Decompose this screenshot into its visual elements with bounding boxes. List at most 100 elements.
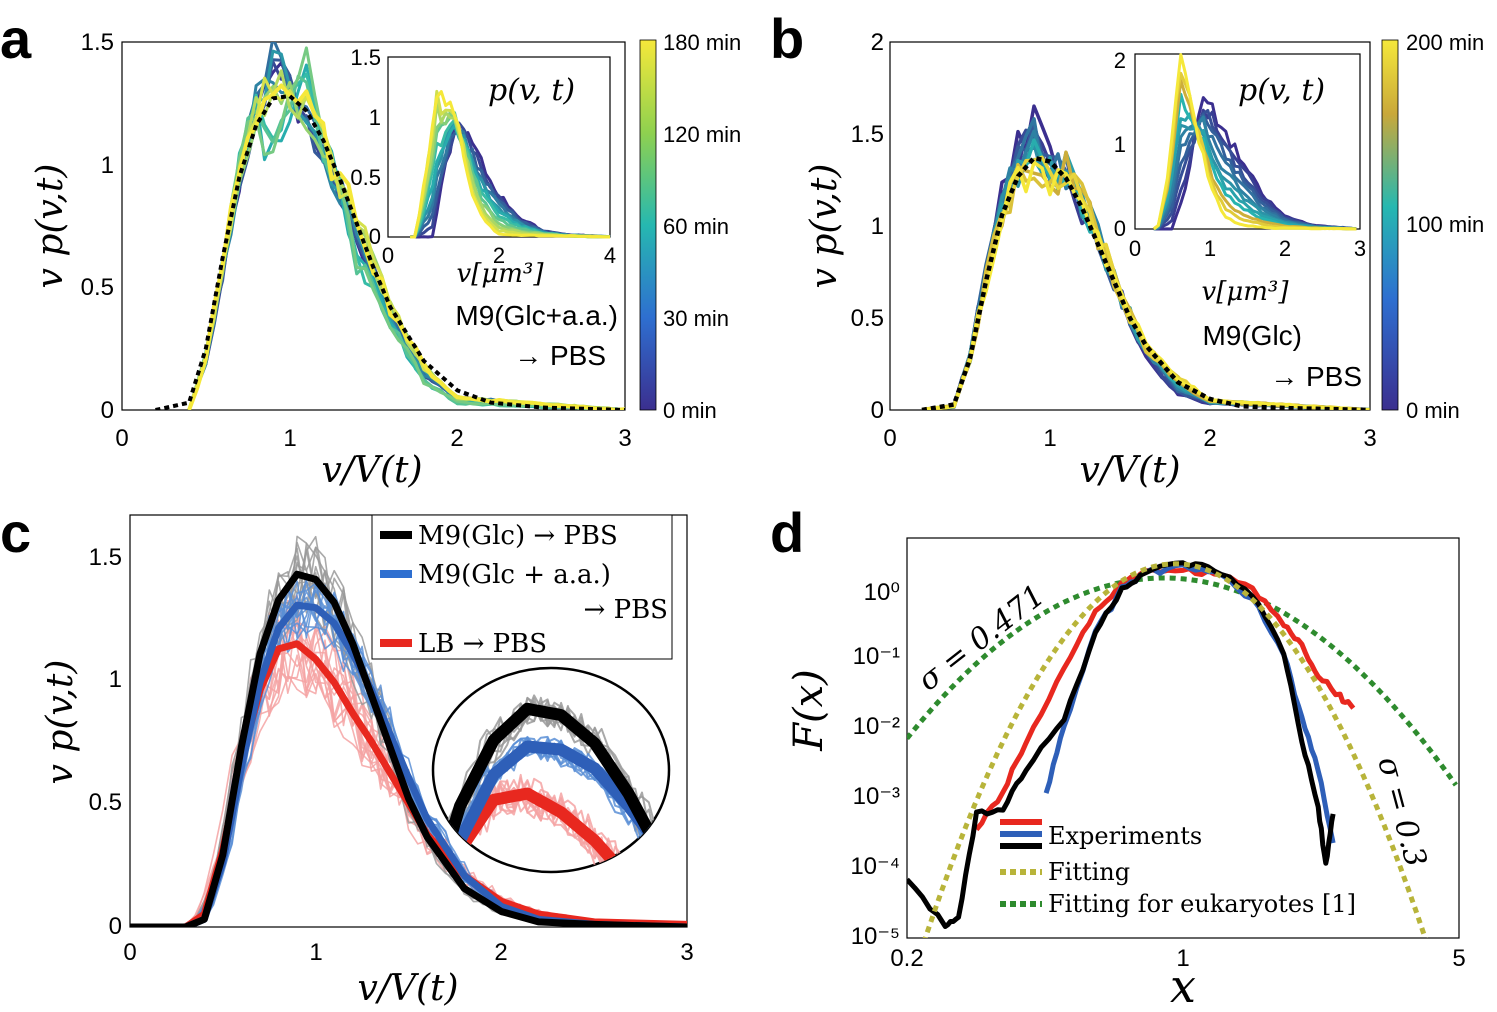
panel-d-ylabel: F(x) [786, 669, 832, 752]
panel-b-frame [889, 41, 1371, 411]
panel-b-ytick: 0 [871, 397, 884, 424]
panel-a-yticks: 0 0.5 1 1.5 [81, 29, 114, 424]
panel-d-ytick: 10⁻³ [853, 783, 900, 810]
panel-b-xtick: 0 [883, 425, 896, 452]
panel-a-inset-ytick: 1 [369, 105, 381, 130]
panel-d-xtick: 1 [1176, 945, 1189, 972]
panel-d-ytick: 10⁻⁵ [851, 923, 900, 950]
panel-b-yticks: 0 0.5 1 1.5 2 [851, 29, 884, 424]
panel-d-ytick: 10⁻⁴ [850, 853, 900, 880]
panel-d-xticks: 0.2 1 5 [890, 945, 1465, 972]
panel-d-xlabel: x [1170, 959, 1196, 1012]
panel-c-ytick: 0 [109, 913, 122, 940]
panel-a-colorbar [639, 39, 657, 411]
panel-a-ylabel: v p(v,t) [30, 164, 71, 289]
panel-b-inset-label: p(v, t) [1238, 73, 1325, 108]
panel-c-series [130, 535, 687, 927]
panel-a-xlabel: v/V(t) [321, 450, 422, 491]
panel-c-zoom-m9glc-mean [433, 702, 669, 872]
panel-a-ytick: 1.5 [81, 29, 114, 56]
panel-b-colorbar-tick: 200 min [1406, 30, 1484, 55]
panel-b-colorbar [1381, 39, 1399, 411]
panel-b-xlabel: v/V(t) [1079, 450, 1180, 491]
panel-b-inset-series [1152, 53, 1357, 231]
panel-a-xtick: 1 [283, 425, 296, 452]
panel-b-series [921, 104, 1370, 410]
panel-d: 0.2 1 5 10⁻⁵ 10⁻⁴ 10⁻³ 10⁻² 10⁻¹ 10⁰ x F… [786, 537, 1466, 1012]
panel-a-inset-ytick: 1.5 [350, 45, 381, 70]
panel-b-xtick: 2 [1203, 425, 1216, 452]
panel-d-ytick: 10⁻² [853, 713, 900, 740]
panel-b-xtick: 1 [1043, 425, 1056, 452]
panel-c-ytick: 1 [109, 666, 122, 693]
panel-b-inset-line-11 [1152, 53, 1357, 231]
legend-d-eukaryotes: Fitting for eukaryotes [1] [1048, 890, 1356, 918]
panel-a-inset-label: p(v, t) [488, 73, 575, 108]
panel-c-xtick: 0 [123, 939, 136, 966]
panel-a-inset-xlabel: v[μm³] [457, 259, 545, 289]
panel-b-inset-ytick: 0 [1114, 216, 1126, 241]
panel-a-condition-arrow: → PBS [514, 340, 606, 371]
panel-c-xtick: 3 [680, 939, 693, 966]
panel-a-ytick: 0.5 [81, 274, 114, 301]
panel-c-xtick: 2 [494, 939, 507, 966]
panel-a-inset-xtick: 0 [382, 243, 394, 268]
panel-d-sigma-fit: σ = 0.3 [1370, 753, 1433, 871]
legend-d-experiments: Experiments [1048, 822, 1202, 850]
panel-b-fit-line [921, 155, 1370, 410]
panel-a-xticks: 0 1 2 3 [115, 425, 631, 452]
panel-b-inset-xtick: 3 [1354, 236, 1366, 261]
panel-a-ytick: 0 [101, 397, 114, 424]
panel-a-fit-line [155, 94, 625, 410]
panel-c: 0 1 2 3 0 0.5 1 1.5 v/V(t) v p(v,t) M9(G… [40, 514, 694, 1009]
panel-a-colorbar-tick: 180 min [663, 30, 741, 55]
panel-letter-b: b [770, 7, 804, 70]
panel-c-ytick: 0.5 [89, 789, 122, 816]
panel-d-xtick: 0.2 [890, 945, 923, 972]
panel-b-xtick: 3 [1363, 425, 1376, 452]
panel-b-xticks: 0 1 2 3 [883, 425, 1376, 452]
panel-a-series [155, 42, 625, 410]
panel-d-fit [922, 561, 1428, 938]
panel-a-frame [121, 41, 626, 411]
panel-d-legend: Experiments Fitting Fitting for eukaryot… [1000, 819, 1356, 918]
panel-b-inset-xtick: 0 [1129, 236, 1141, 261]
panel-b: 0 1 2 3 0 0.5 1 1.5 2 v/V(t) v p(v,t) p(… [804, 29, 1484, 491]
panel-b-colorbar-tick: 100 min [1406, 212, 1484, 237]
legend-label-m9glc: M9(Glc) → PBS [418, 521, 618, 551]
panel-b-ylabel: v p(v,t) [804, 164, 845, 289]
panel-a-inset-ytick: 0.5 [350, 165, 381, 190]
panel-d-frame [906, 537, 1460, 939]
panel-d-xtick: 5 [1452, 945, 1465, 972]
panel-letter-a: a [0, 7, 32, 70]
panel-a-inset-line-11 [410, 90, 610, 239]
panel-d-ytick: 10⁻¹ [853, 643, 900, 670]
panel-a-colorbar-tick: 30 min [663, 306, 729, 331]
panel-letter-d: d [770, 501, 804, 564]
panel-b-condition-arrow: → PBS [1270, 361, 1362, 392]
panel-a: 0 1 2 3 0 0.5 1 1.5 v/V(t) v p(v,t) p(v,… [30, 29, 741, 491]
panel-a-colorbar-tick: 0 min [663, 398, 717, 423]
panel-c-xticks: 0 1 2 3 [123, 939, 693, 966]
panel-c-yticks: 0 0.5 1 1.5 [89, 544, 122, 940]
panel-d-experiments-red [974, 566, 1356, 832]
panel-d-series [907, 560, 1458, 938]
panel-c-zoom-series [433, 694, 669, 872]
panel-b-inset-xtick: 2 [1279, 236, 1291, 261]
panel-d-sigma-eukaryotes: σ = 0.471 [911, 578, 1051, 698]
panel-a-xtick: 3 [618, 425, 631, 452]
panel-b-ytick: 0.5 [851, 305, 884, 332]
panel-d-eukaryote-fit [907, 575, 1458, 787]
panel-c-m9glc-mean [130, 570, 687, 927]
panel-a-inset-xtick: 4 [604, 243, 616, 268]
panel-c-zoom-circle [431, 666, 671, 874]
panel-b-inset-ytick: 2 [1114, 48, 1126, 73]
panel-b-inset-xlabel: v[μm³] [1202, 277, 1290, 307]
panel-d-experiments-black [907, 560, 1336, 929]
panel-c-ytick: 1.5 [89, 544, 122, 571]
legend-label-lb: LB → PBS [418, 629, 547, 659]
panel-d-yticks: 10⁻⁵ 10⁻⁴ 10⁻³ 10⁻² 10⁻¹ 10⁰ [850, 579, 900, 950]
panel-b-inset-ytick: 1 [1114, 132, 1126, 157]
panel-a-inset-ytick: 0 [369, 224, 381, 249]
panel-a-ytick: 1 [101, 152, 114, 179]
